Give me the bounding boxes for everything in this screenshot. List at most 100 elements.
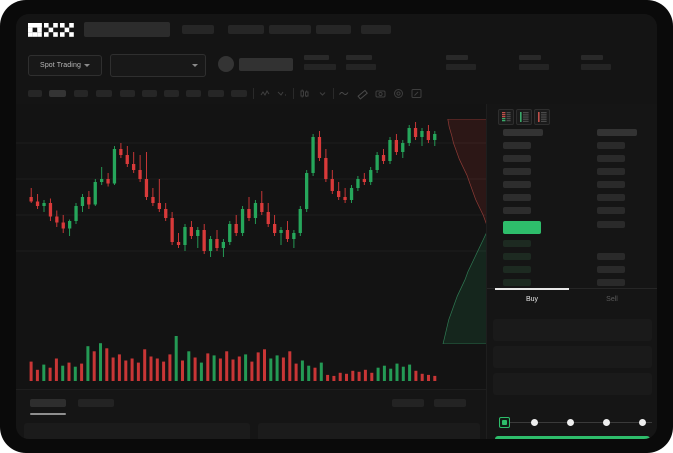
coin-avatar-icon (218, 56, 234, 72)
orderbook-right-row (597, 155, 625, 162)
nav-item-3[interactable] (269, 25, 311, 34)
candlestick-chart[interactable] (16, 104, 486, 389)
orderbook-right-row (597, 253, 625, 260)
camera-icon[interactable] (374, 87, 387, 100)
orders-card-right[interactable] (258, 423, 480, 439)
toolbar-interval-7[interactable] (164, 90, 179, 97)
orderbook-ask-row[interactable] (503, 142, 531, 149)
tab-buy[interactable]: Buy (525, 296, 539, 303)
stat-value (446, 64, 476, 70)
orderbook-right-row (597, 266, 625, 273)
top-header (16, 14, 657, 46)
step-5[interactable] (639, 419, 646, 426)
orderbook-ask-row[interactable] (503, 207, 531, 214)
market-subbar: Spot Trading (16, 46, 657, 84)
orderbook-left-header (503, 129, 543, 136)
orderbook-ask-row[interactable] (503, 194, 531, 201)
orderbook-mode-both-icon[interactable] (498, 109, 514, 125)
stat-low-24h (519, 55, 549, 70)
orderbook-right-row (597, 221, 625, 228)
tab-sell[interactable]: Sell (606, 296, 618, 303)
okx-logo[interactable] (28, 23, 74, 37)
toolbar-interval-2[interactable] (49, 90, 66, 97)
chevron-down-icon[interactable] (316, 87, 329, 100)
amount-stepper[interactable] (495, 417, 653, 429)
nav-item-2[interactable] (228, 25, 264, 34)
fullscreen-icon[interactable] (410, 87, 423, 100)
market-depth-chart (440, 119, 490, 344)
trading-pair-select[interactable] (110, 54, 206, 77)
order-field-total[interactable] (493, 373, 652, 395)
orderbook-last-price-highlight[interactable] (503, 221, 541, 234)
orderbook-bid-row[interactable] (503, 253, 531, 260)
toolbar-interval-3[interactable] (74, 90, 88, 97)
place-buy-order-button[interactable] (495, 436, 650, 439)
stat-value (519, 64, 549, 70)
toolbar-interval-9[interactable] (208, 90, 224, 97)
orderbook-ask-row[interactable] (503, 168, 531, 175)
nav-item-1[interactable] (182, 25, 214, 34)
orderbook-right-row (597, 142, 625, 149)
orderbook-ask-row[interactable] (503, 155, 531, 162)
step-4[interactable] (603, 419, 610, 426)
search-input[interactable] (84, 22, 170, 37)
toolbar-divider (293, 88, 294, 99)
candle-style-icon[interactable] (298, 87, 311, 100)
toolbar-interval-1[interactable] (28, 90, 42, 97)
line-chart-icon[interactable] (338, 87, 351, 100)
orderbook-ask-row[interactable] (503, 181, 531, 188)
stat-label (304, 55, 329, 60)
order-form-tabs: Buy Sell (487, 288, 657, 313)
bottom-action-2[interactable] (434, 399, 466, 407)
orderbook-right-row (597, 168, 625, 175)
step-1[interactable] (499, 417, 510, 428)
orders-panel (16, 389, 486, 439)
orders-card-left[interactable] (24, 423, 250, 439)
settings-icon[interactable] (392, 87, 405, 100)
orderbook-right-row (597, 194, 625, 201)
stat-label (519, 55, 541, 60)
toolbar-interval-10[interactable] (231, 90, 247, 97)
indicator-icon[interactable] (259, 87, 272, 100)
order-book-panel: Buy Sell (486, 104, 657, 439)
toolbar-interval-8[interactable] (186, 90, 201, 97)
orderbook-mode-bids-icon[interactable] (516, 109, 532, 125)
stat-label (581, 55, 603, 60)
ruler-icon[interactable] (356, 87, 369, 100)
chart-toolbar (16, 83, 657, 105)
step-2[interactable] (531, 419, 538, 426)
spot-trading-select[interactable]: Spot Trading (28, 55, 102, 76)
orderbook-bid-row[interactable] (503, 266, 531, 273)
app-screen: Spot Trading (16, 14, 657, 439)
orderbook-mode-asks-icon[interactable] (534, 109, 550, 125)
nav-item-5[interactable] (361, 25, 391, 34)
orderbook-right-row (597, 207, 625, 214)
stat-last-price (304, 55, 336, 70)
chevron-down-icon (192, 64, 198, 67)
bottom-tab-2[interactable] (78, 399, 114, 407)
stat-volume-24h (581, 55, 611, 70)
toolbar-interval-6[interactable] (142, 90, 157, 97)
bottom-tab-1[interactable] (30, 399, 66, 407)
toolbar-interval-4[interactable] (96, 90, 112, 97)
step-3[interactable] (567, 419, 574, 426)
order-field-amount[interactable] (493, 346, 652, 368)
stat-high-24h (446, 55, 476, 70)
stepper-track (504, 422, 652, 423)
spot-trading-label: Spot Trading (40, 62, 81, 69)
compare-icon[interactable] (276, 87, 289, 100)
tab-buy-active-underline (495, 288, 569, 290)
orderbook-bid-row[interactable] (503, 240, 531, 247)
pair-name (239, 58, 293, 71)
bottom-action-1[interactable] (392, 399, 424, 407)
bottom-tab-active-underline (30, 413, 66, 415)
orderbook-right-row (597, 279, 625, 286)
nav-item-4[interactable] (316, 25, 351, 34)
order-field-price[interactable] (493, 319, 652, 341)
orderbook-bid-row[interactable] (503, 279, 531, 286)
toolbar-interval-5[interactable] (120, 90, 135, 97)
depth-canvas (442, 119, 490, 344)
toolbar-divider (253, 88, 254, 99)
orderbook-right-row (597, 181, 625, 188)
